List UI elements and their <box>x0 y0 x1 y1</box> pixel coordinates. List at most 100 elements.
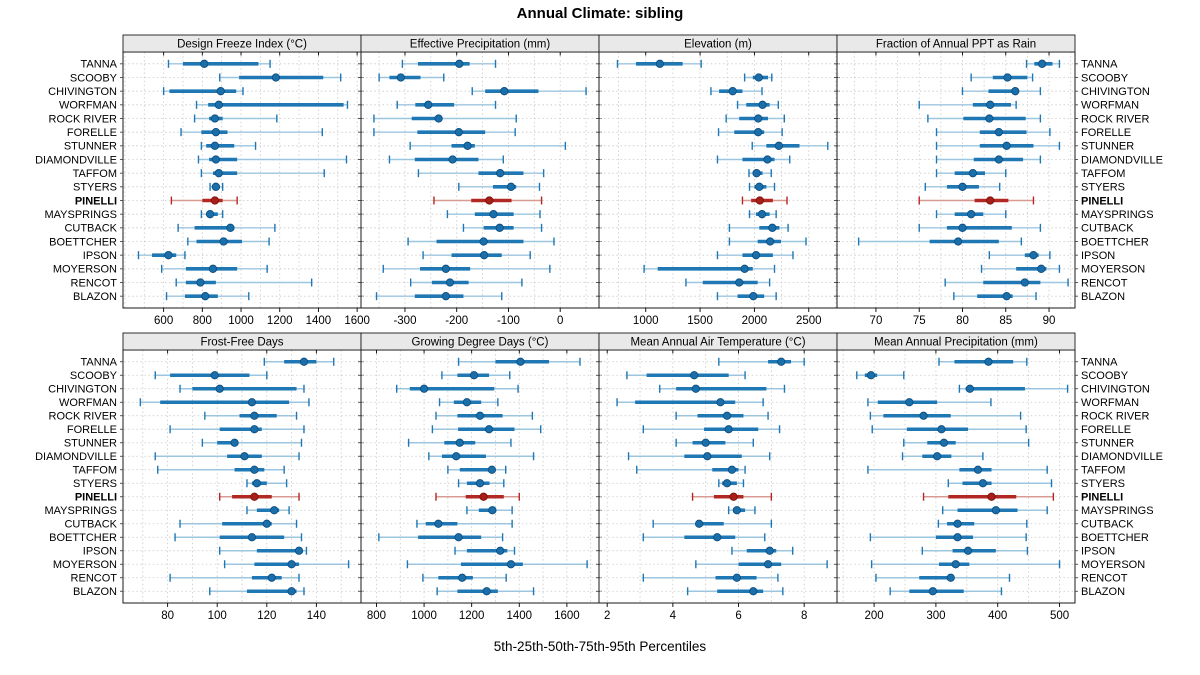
median-dot <box>986 196 995 205</box>
station-label-left: STYERS <box>73 182 117 194</box>
series-pinelli <box>435 492 520 501</box>
station-label-left: ROCK RIVER <box>49 411 118 423</box>
x-tick-label: 1500 <box>687 315 713 327</box>
median-dot <box>475 479 485 488</box>
series-maysprings <box>246 506 290 515</box>
median-dot <box>755 182 764 191</box>
median-dot <box>703 452 712 461</box>
series-scooby <box>441 371 511 380</box>
chart-title: Annual Climate: sibling <box>516 5 684 22</box>
series-chivington <box>659 384 786 393</box>
station-label-left: WORFMAN <box>59 397 117 409</box>
panel-border <box>122 51 362 309</box>
series-forelle <box>431 425 542 434</box>
series-tanna <box>167 59 271 68</box>
x-tick-label: 1400 <box>306 315 332 327</box>
series-diamondville <box>901 452 984 461</box>
series-worfman <box>736 100 780 109</box>
median-dot <box>958 223 967 232</box>
median-dot <box>763 155 772 164</box>
station-label-left: PINELLI <box>75 492 117 504</box>
station-label-left: STYERS <box>73 478 117 490</box>
series-styers <box>209 182 224 191</box>
panel-gridlines <box>362 52 598 308</box>
panel-border <box>360 51 600 309</box>
series-tanna <box>616 59 702 68</box>
median-dot <box>196 278 205 287</box>
series-pinelli <box>218 492 300 501</box>
x-tick-label: 75 <box>913 315 926 327</box>
station-label-right: TANNA <box>1081 59 1118 71</box>
station-label-right: PINELLI <box>1081 195 1123 207</box>
series-cutback <box>918 223 1042 232</box>
median-dot <box>211 155 221 164</box>
median-dot <box>951 560 960 569</box>
median-dot <box>516 357 525 366</box>
median-dot <box>455 438 464 447</box>
series-stunner <box>200 141 257 150</box>
x-tick-label: 2000 <box>742 315 768 327</box>
station-label-left: TANNA <box>81 59 118 71</box>
median-dot <box>219 237 228 246</box>
series-blazon <box>209 587 305 596</box>
x-tick-label: 1000 <box>228 315 254 327</box>
median-dot <box>994 155 1003 164</box>
x-tick-label: 8 <box>801 610 807 622</box>
series-pinelli <box>918 196 1035 205</box>
median-dot <box>751 251 761 260</box>
x-tick-label: 1200 <box>267 315 293 327</box>
series-moyerson <box>160 264 268 273</box>
series-blazon <box>375 292 503 301</box>
median-dot <box>752 169 761 178</box>
median-dot <box>441 292 451 301</box>
series-rencot <box>875 573 1011 582</box>
series-stunner <box>751 141 829 150</box>
series-rencot <box>175 278 313 287</box>
series-tanna <box>457 357 581 366</box>
series-worfman <box>867 398 992 407</box>
panel-frost-free-days: Frost-Free Days 80 100 120 140 <box>120 332 364 622</box>
series-rock-river <box>204 411 298 420</box>
panel-strip-title: Design Freeze Index (°C) <box>177 39 307 51</box>
median-dot <box>455 59 464 68</box>
station-label-left: RENCOT <box>71 573 118 585</box>
median-dot <box>462 398 472 407</box>
median-dot <box>506 560 516 569</box>
series-diamondville <box>388 155 504 164</box>
median-dot <box>479 251 489 260</box>
series-forelle <box>935 128 1051 137</box>
median-dot <box>294 546 304 555</box>
median-dot <box>506 182 516 191</box>
x-tick-label: -300 <box>393 315 416 327</box>
median-dot <box>445 278 455 287</box>
series-moyerson <box>406 560 588 569</box>
series-worfman <box>195 100 349 109</box>
median-dot <box>211 182 221 191</box>
series-ipson <box>921 546 1029 555</box>
median-dot <box>965 384 975 393</box>
median-dot <box>777 357 786 366</box>
median-dot <box>732 573 742 582</box>
median-dot <box>484 425 494 434</box>
series-ipson <box>137 251 186 260</box>
panel-strip-title: Mean Annual Air Temperature (°C) <box>630 337 805 349</box>
station-label-right: BLAZON <box>1081 586 1125 598</box>
series-taffom <box>417 169 545 178</box>
median-dot <box>946 573 955 582</box>
panel-strip-title: Mean Annual Precipitation (mm) <box>874 337 1038 349</box>
station-label-right: RENCOT <box>1081 573 1128 585</box>
series-worfman <box>396 100 497 109</box>
median-dot <box>735 278 744 287</box>
panel-strip-title: Effective Precipitation (mm) <box>410 39 551 51</box>
x-tick-label: 100 <box>208 610 227 622</box>
series-boettcher <box>407 237 555 246</box>
series-chivington <box>179 384 305 393</box>
median-dot <box>905 398 914 407</box>
median-dot <box>496 169 505 178</box>
series-forelle <box>871 425 1027 434</box>
series-forelle <box>717 128 783 137</box>
series-styers <box>748 182 776 191</box>
x-tick-label: -200 <box>445 315 468 327</box>
